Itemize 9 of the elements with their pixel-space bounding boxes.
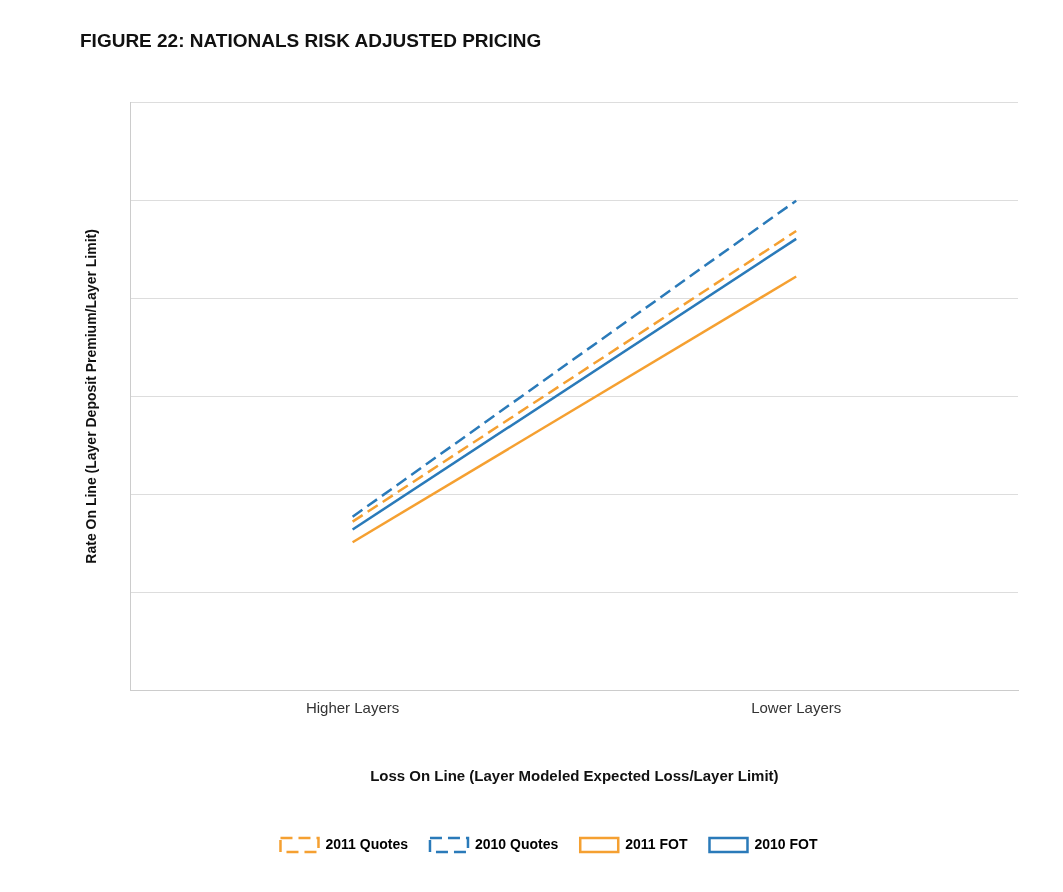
y-axis-title: Rate On Line (Layer Deposit Premium/Layer Limit) (83, 229, 100, 564)
legend-label: 2011 FOT (625, 835, 688, 852)
legend-label: 2011 Quotes (325, 835, 409, 852)
chart-title: FIGURE 22: NATIONALS RISK ADJUSTED PRICING (80, 29, 542, 51)
x-tick-label: Higher Layers (305, 699, 400, 717)
x-tick-label: Lower Layers (751, 699, 842, 717)
legend-label: 2010 Quotes (474, 835, 559, 852)
x-axis-title: Loss On Line (Layer Modeled Expected Loss/Layer Limit) (370, 767, 779, 785)
legend-label: 2010 FOT (754, 835, 818, 852)
